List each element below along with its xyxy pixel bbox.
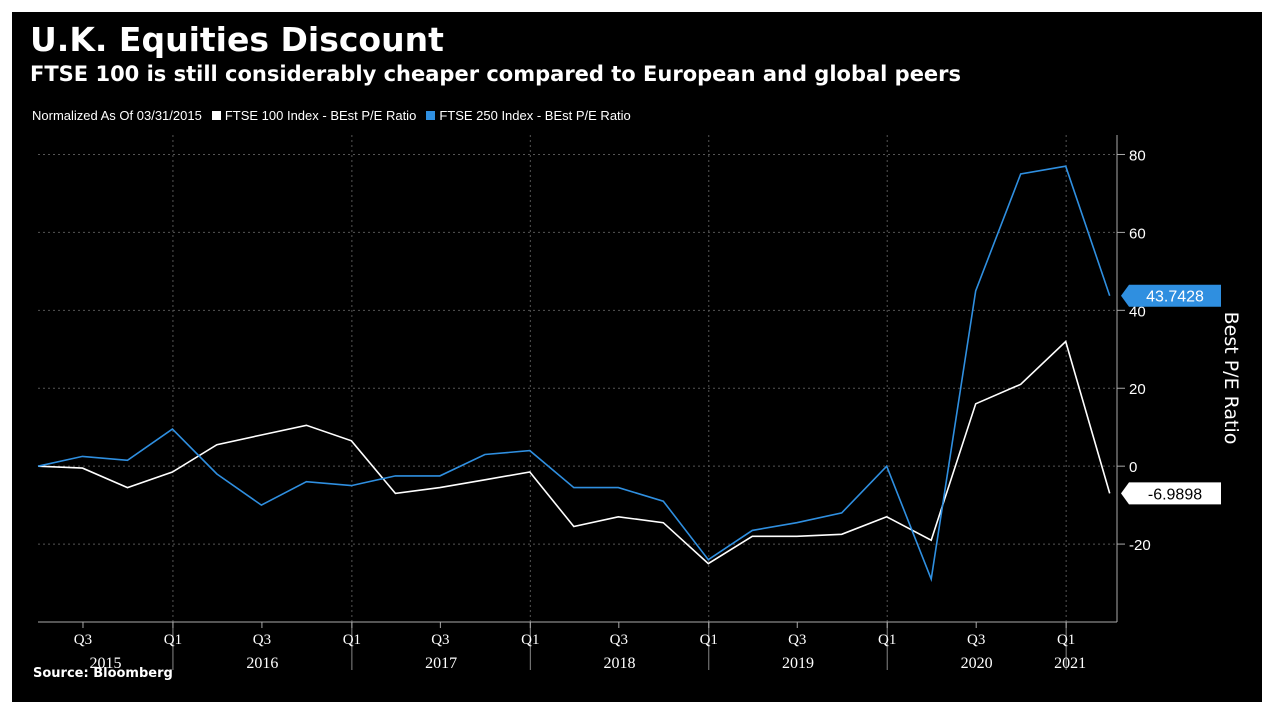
year-label: 2018 <box>604 655 636 672</box>
x-tick-label: Q3 <box>967 632 985 648</box>
year-label: 2015 <box>89 655 121 672</box>
y-tick-label: 40 <box>1129 303 1146 320</box>
y-tick-label: 20 <box>1129 381 1146 398</box>
last-value-box <box>1121 284 1221 307</box>
x-tick-label: Q1 <box>1057 632 1075 648</box>
year-label: 2016 <box>246 655 278 672</box>
chart-panel <box>12 12 1262 702</box>
chart-title: U.K. Equities Discount <box>30 20 444 59</box>
legend-label-ftse250: FTSE 250 Index - BEst P/E Ratio <box>439 108 631 123</box>
year-label: 2017 <box>425 655 457 672</box>
y-axis-label: Best P/E Ratio <box>1220 312 1242 445</box>
x-tick-label: Q3 <box>610 632 628 648</box>
year-label: 2021 <box>1054 655 1086 672</box>
legend: Normalized As Of 03/31/2015 FTSE 100 Ind… <box>32 108 631 123</box>
source-note: Source: Bloomberg <box>33 666 173 681</box>
y-tick-label: 60 <box>1129 225 1146 242</box>
gridlines <box>38 135 1117 622</box>
x-tick-label: Q1 <box>700 632 718 648</box>
y-tick-label: -20 <box>1129 537 1151 554</box>
x-tick-label: Q3 <box>74 632 92 648</box>
legend-swatch-ftse100 <box>211 111 221 120</box>
chart-subtitle: FTSE 100 is still considerably cheaper c… <box>30 62 962 86</box>
last-value-text: -6.9898 <box>1148 486 1202 503</box>
x-tick-label: Q3 <box>788 632 806 648</box>
legend-note: Normalized As Of 03/31/2015 <box>32 108 202 123</box>
x-tick-label: Q3 <box>431 632 449 648</box>
series-lines <box>37 165 1111 583</box>
series-line-ftse100 <box>37 340 1111 565</box>
series-line-ftse250 <box>37 165 1111 583</box>
last-value-text: 43.7428 <box>1146 289 1204 306</box>
axes: -20 0 20 40 60 80 Q3 Q1 Q3 Q1 Q3 Q1 Q3 Q1 Q3 Q1 Q3 Q1 2015… <box>38 135 1151 672</box>
last-value-labels: -6.9898 43.7428 <box>1121 284 1221 505</box>
year-label: 2019 <box>782 655 814 672</box>
x-tick-label: Q1 <box>343 632 361 648</box>
x-tick-label: Q3 <box>253 632 271 648</box>
x-tick-label: Q1 <box>521 632 539 648</box>
legend-swatch-ftse250 <box>426 111 436 120</box>
y-tick-label: 80 <box>1129 147 1146 164</box>
x-tick-label: Q1 <box>878 632 896 648</box>
legend-label-ftse100: FTSE 100 Index - BEst P/E Ratio <box>224 108 417 123</box>
x-tick-label: Q1 <box>164 632 182 648</box>
y-tick-label: 0 <box>1129 459 1137 476</box>
last-value-box <box>1121 482 1221 505</box>
year-label: 2020 <box>961 655 993 672</box>
